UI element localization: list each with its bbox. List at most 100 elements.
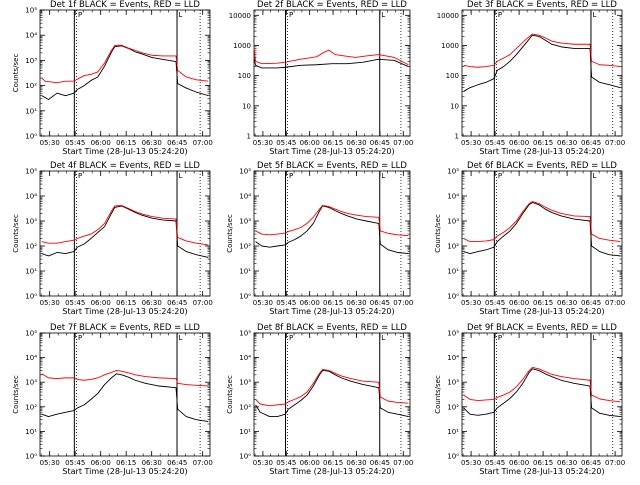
lld-series-line bbox=[463, 366, 621, 403]
chart-title: Det 3f BLACK = Events, RED = LLD bbox=[467, 0, 617, 10]
y-tick-label: 10⁰ bbox=[239, 453, 251, 461]
y-tick-label: 10¹ bbox=[25, 268, 37, 276]
y-tick-label: 1000 bbox=[441, 42, 459, 50]
y-tick-label: 1000 bbox=[233, 42, 251, 50]
y-tick-label: 10¹ bbox=[239, 268, 251, 276]
x-tick-label: 06:30 bbox=[557, 299, 577, 307]
x-tick-label: 05:45 bbox=[276, 459, 296, 467]
y-tick-label: 10² bbox=[447, 243, 459, 251]
x-tick-label: 06:15 bbox=[533, 139, 553, 147]
plot-frame bbox=[461, 9, 623, 137]
y-tick-label: 10⁵ bbox=[25, 168, 37, 176]
y-tick-label: 10⁴ bbox=[447, 193, 459, 201]
x-tick-label: 07:00 bbox=[605, 459, 625, 467]
y-tick-label: 10⁴ bbox=[25, 354, 37, 362]
x-tick-label: 05:30 bbox=[253, 459, 273, 467]
y-tick-label: 10⁴ bbox=[239, 193, 251, 201]
y-tick-label: 1 bbox=[247, 133, 251, 141]
lld-series-line bbox=[255, 204, 409, 237]
x-tick-label: 05:45 bbox=[485, 459, 505, 467]
y-tick-label: 10³ bbox=[447, 218, 459, 226]
x-tick-label: 06:00 bbox=[300, 299, 320, 307]
y-tick-label: 10⁵ bbox=[239, 330, 251, 338]
plot-frame bbox=[461, 332, 623, 457]
y-tick-label: 10¹ bbox=[239, 428, 251, 436]
x-tick-label: 05:30 bbox=[461, 139, 481, 147]
y-tick-label: 10000 bbox=[229, 12, 251, 20]
lld-series-line bbox=[41, 370, 209, 387]
chart-title: Det 5f BLACK = Events, RED = LLD bbox=[257, 161, 407, 171]
flag-label: L bbox=[179, 334, 183, 342]
y-tick-label: 10⁴ bbox=[25, 32, 37, 40]
x-tick-label: 07:00 bbox=[605, 139, 625, 147]
x-tick-label: 06:15 bbox=[323, 299, 343, 307]
y-tick-label: 10³ bbox=[25, 57, 37, 65]
flag-label: P bbox=[78, 11, 82, 19]
x-tick-label: 06:45 bbox=[370, 299, 390, 307]
plot-frame bbox=[253, 332, 411, 457]
y-tick-label: 10² bbox=[447, 403, 459, 411]
lld-series-line bbox=[41, 204, 209, 246]
y-tick-label: 10¹ bbox=[447, 268, 459, 276]
x-tick-label: 06:15 bbox=[116, 459, 136, 467]
x-tick-label: 07:00 bbox=[193, 139, 213, 147]
flag-label: P bbox=[289, 172, 293, 180]
y-tick-label: 10⁰ bbox=[25, 293, 37, 301]
y-axis-label: Counts/sec bbox=[434, 214, 442, 253]
flag-label: P bbox=[78, 334, 82, 342]
plot-frame bbox=[253, 170, 411, 297]
flag-label: P bbox=[289, 11, 293, 19]
flag-label: L bbox=[381, 172, 385, 180]
x-axis-label: Start Time (28-Jul-13 05:24:20) bbox=[269, 467, 394, 476]
lld-series-line bbox=[41, 44, 209, 84]
x-tick-label: 07:00 bbox=[393, 459, 413, 467]
x-axis-label: Start Time (28-Jul-13 05:24:20) bbox=[479, 467, 604, 476]
x-tick-label: 06:45 bbox=[167, 139, 187, 147]
lld-series-line bbox=[463, 201, 621, 243]
y-tick-label: 10³ bbox=[25, 379, 37, 387]
x-tick-label: 06:30 bbox=[346, 459, 366, 467]
x-tick-label: 06:30 bbox=[346, 139, 366, 147]
x-axis-label: Start Time (28-Jul-13 05:24:20) bbox=[62, 147, 187, 156]
x-tick-label: 06:00 bbox=[509, 459, 529, 467]
x-axis-label: Start Time (28-Jul-13 05:24:20) bbox=[62, 307, 187, 316]
x-tick-label: 05:30 bbox=[253, 139, 273, 147]
x-tick-label: 07:00 bbox=[393, 299, 413, 307]
chart-panel-3: Det 3f BLACK = Events, RED = LLD 1 10 100 10… bbox=[437, 0, 625, 156]
x-tick-label: 05:30 bbox=[40, 459, 60, 467]
x-axis-label: Start Time (28-Jul-13 05:24:20) bbox=[479, 147, 604, 156]
lld-series-line bbox=[463, 33, 621, 68]
x-tick-label: 06:45 bbox=[581, 139, 601, 147]
x-tick-label: 06:00 bbox=[300, 139, 320, 147]
flag-label: L bbox=[381, 334, 385, 342]
x-tick-label: 05:45 bbox=[276, 299, 296, 307]
x-tick-label: 06:30 bbox=[142, 299, 162, 307]
x-tick-label: 05:30 bbox=[461, 299, 481, 307]
y-tick-label: 10¹ bbox=[447, 428, 459, 436]
y-axis-label: Counts/sec bbox=[434, 375, 442, 414]
y-tick-label: 10⁴ bbox=[447, 354, 459, 362]
chart-panel-5: Det 5f BLACK = Events, RED = LLD 10⁰ 10¹ 10… bbox=[226, 161, 413, 316]
events-series-line bbox=[255, 370, 409, 418]
y-axis-label: Counts/sec bbox=[226, 214, 234, 253]
plot-frame bbox=[39, 332, 211, 457]
events-series-line bbox=[255, 205, 409, 254]
y-axis-label: Counts/sec bbox=[12, 214, 20, 253]
events-series-line bbox=[463, 34, 621, 92]
events-series-line bbox=[463, 202, 621, 257]
x-tick-label: 05:45 bbox=[65, 139, 85, 147]
x-tick-label: 06:15 bbox=[323, 139, 343, 147]
chart-panel-1: Det 1f BLACK = Events, RED = LLD 10⁰ 10¹ 10… bbox=[12, 0, 213, 156]
x-tick-label: 05:45 bbox=[65, 459, 85, 467]
flag-label: P bbox=[498, 11, 502, 19]
x-axis-label: Start Time (28-Jul-13 05:24:20) bbox=[269, 307, 394, 316]
chart-title: Det 7f BLACK = Events, RED = LLD bbox=[50, 323, 200, 333]
chart-title: Det 2f BLACK = Events, RED = LLD bbox=[257, 0, 407, 10]
y-tick-label: 10⁵ bbox=[25, 330, 37, 338]
x-tick-label: 05:45 bbox=[276, 139, 296, 147]
y-tick-label: 10⁰ bbox=[447, 293, 459, 301]
flag-label: P bbox=[498, 334, 502, 342]
x-tick-label: 06:30 bbox=[557, 459, 577, 467]
